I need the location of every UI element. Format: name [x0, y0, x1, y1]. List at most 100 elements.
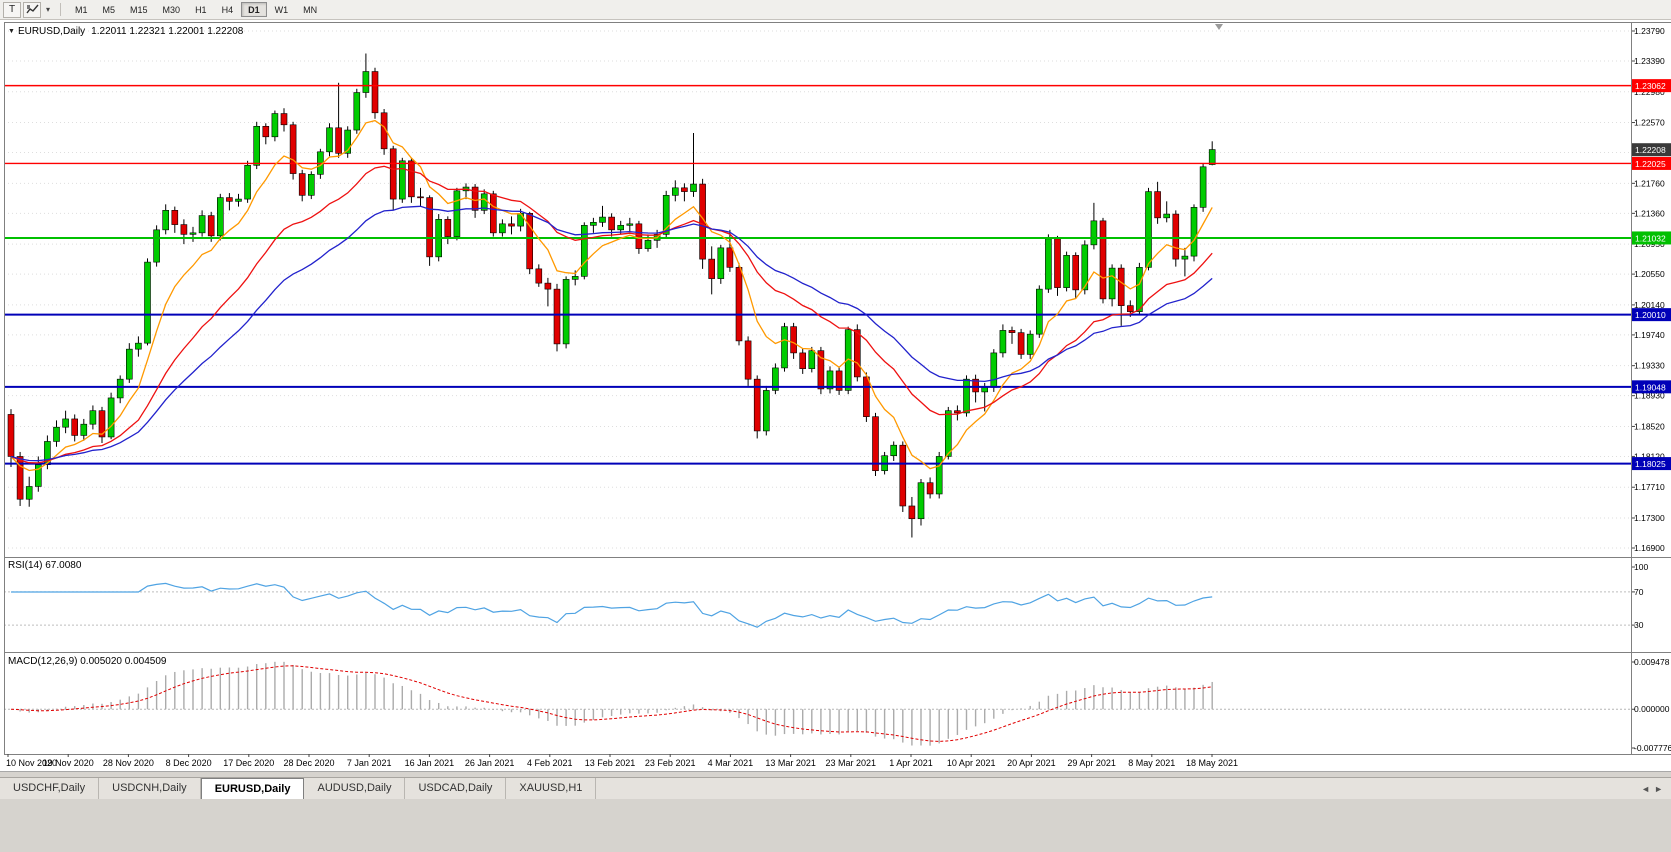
candle-body: [1063, 255, 1070, 288]
timeframe-button-m5[interactable]: M5: [96, 2, 123, 17]
candle-body: [863, 376, 870, 417]
chart-cursor-icon: [25, 4, 39, 14]
candle-body: [1208, 149, 1216, 165]
candle-body: [107, 397, 115, 438]
tab-scroll-left-icon[interactable]: ◄: [1641, 783, 1651, 794]
macd-label: MACD(12,26,9) 0.005020 0.004509: [8, 656, 167, 667]
candle-body: [944, 410, 952, 457]
tab-usdchf-daily[interactable]: USDCHF,Daily: [0, 778, 100, 799]
tab-scroll-right-icon[interactable]: ►: [1654, 783, 1663, 794]
candle-body: [917, 482, 925, 520]
hline-price-badge-label: 1.19048: [1635, 382, 1666, 392]
macd-axis-label: -0.007776: [1634, 743, 1671, 753]
price-axis-label: 1.23390: [1634, 56, 1665, 66]
rsi-axis-label: 30: [1634, 620, 1644, 630]
chart-shift-marker-icon[interactable]: [1215, 24, 1223, 30]
candle-body: [380, 112, 388, 150]
tab-xauusd-h1[interactable]: XAUUSD,H1: [506, 778, 597, 799]
candle-body: [762, 390, 770, 432]
tab-eurusd-daily[interactable]: EURUSD,Daily: [200, 778, 305, 799]
date-axis-label: 17 Dec 2020: [223, 758, 274, 768]
candle-body: [744, 340, 752, 380]
price-axis-label: 1.17300: [1634, 513, 1665, 523]
candle-body: [608, 216, 615, 231]
toolbar-dropdown-caret[interactable]: ▾: [43, 2, 53, 18]
date-axis-label: 16 Jan 2021: [405, 758, 455, 768]
candle-body: [753, 378, 761, 432]
candle-body: [617, 225, 625, 231]
price-axis-label: 1.21360: [1634, 208, 1665, 218]
candle-body: [772, 367, 779, 391]
tab-usdcnh-daily[interactable]: USDCNH,Daily: [99, 778, 201, 799]
candle-body: [262, 125, 270, 138]
candle-body: [217, 197, 224, 237]
timeframe-button-d1[interactable]: D1: [241, 2, 267, 17]
date-axis-label: 10 Apr 2021: [947, 758, 996, 768]
moving-average-8: [10, 119, 1213, 472]
candle-body: [999, 330, 1007, 354]
current-price-badge-label: 1.22208: [1635, 145, 1666, 155]
candle-body: [708, 258, 716, 279]
timeframe-button-mn[interactable]: MN: [296, 2, 324, 17]
chart-tools-button[interactable]: [23, 1, 41, 18]
tab-usdcad-daily[interactable]: USDCAD,Daily: [405, 778, 507, 799]
template-button[interactable]: T: [3, 1, 21, 18]
candle-body: [398, 160, 406, 200]
candle-body: [499, 223, 506, 234]
date-axis-label: 28 Dec 2020: [283, 758, 334, 768]
candle-body: [408, 160, 415, 198]
hline-price-badge-label: 1.23062: [1635, 81, 1666, 91]
candle-body: [280, 113, 288, 126]
price-axis-label: 1.18520: [1634, 421, 1665, 431]
candle-body: [544, 282, 552, 290]
rsi-axis-label: 70: [1634, 587, 1644, 597]
price-axis-label: 1.17710: [1634, 482, 1665, 492]
candle-body: [990, 352, 998, 388]
tab-scroll-arrows: ◄ ►: [1641, 778, 1671, 799]
candle-body: [508, 223, 515, 227]
candle-body: [135, 342, 142, 350]
timeframe-button-m1[interactable]: M1: [68, 2, 95, 17]
macd-axis-label: 0.009478: [1634, 657, 1670, 667]
candle-body: [726, 247, 734, 268]
candle-body: [489, 193, 497, 234]
tab-audusd-daily[interactable]: AUDUSD,Daily: [304, 778, 406, 799]
hline-price-badge: [1632, 156, 1671, 170]
timeframe-button-h1[interactable]: H1: [188, 2, 214, 17]
candle-body: [98, 410, 106, 438]
price-axis-label: 1.22570: [1634, 118, 1665, 128]
timeframe-button-h4[interactable]: H4: [215, 2, 241, 17]
candle-body: [335, 127, 342, 154]
candle-body: [817, 350, 825, 390]
timeframe-button-m30[interactable]: M30: [156, 2, 188, 17]
macd-signal-line: [10, 665, 1213, 742]
date-axis-label: 26 Jan 2021: [465, 758, 515, 768]
candle-body: [790, 326, 797, 354]
date-axis-label: 23 Mar 2021: [826, 758, 877, 768]
timeframe-button-w1[interactable]: W1: [268, 2, 296, 17]
candle-body: [926, 482, 934, 495]
chart-canvas[interactable]: 1.237901.233901.229801.225701.221701.217…: [0, 20, 1671, 772]
candle-body: [1108, 267, 1116, 300]
candle-body: [1136, 267, 1143, 312]
price-axis-label: 1.18930: [1634, 391, 1665, 401]
candle-body: [426, 197, 433, 258]
candle-body: [662, 195, 670, 235]
rsi-line: [11, 582, 1213, 628]
candle-body: [981, 387, 989, 393]
date-axis-label: 13 Mar 2021: [765, 758, 816, 768]
timeframe-button-m15[interactable]: M15: [123, 2, 155, 17]
price-axis-label: 1.21760: [1634, 178, 1665, 188]
candle-body: [963, 378, 970, 414]
candle-body: [198, 215, 206, 234]
date-axis-label: 7 Jan 2021: [347, 758, 392, 768]
price-axis-label: 1.19330: [1634, 361, 1665, 371]
candle-body: [826, 370, 834, 390]
chart-ohlc-label: 1.22011 1.22321 1.22001 1.22208: [91, 26, 244, 37]
collapse-chart-icon[interactable]: ▼: [8, 28, 15, 35]
candle-body: [954, 410, 961, 414]
candle-body: [1072, 255, 1079, 291]
candle-body: [389, 148, 397, 200]
price-axis-label: 1.20140: [1634, 300, 1665, 310]
